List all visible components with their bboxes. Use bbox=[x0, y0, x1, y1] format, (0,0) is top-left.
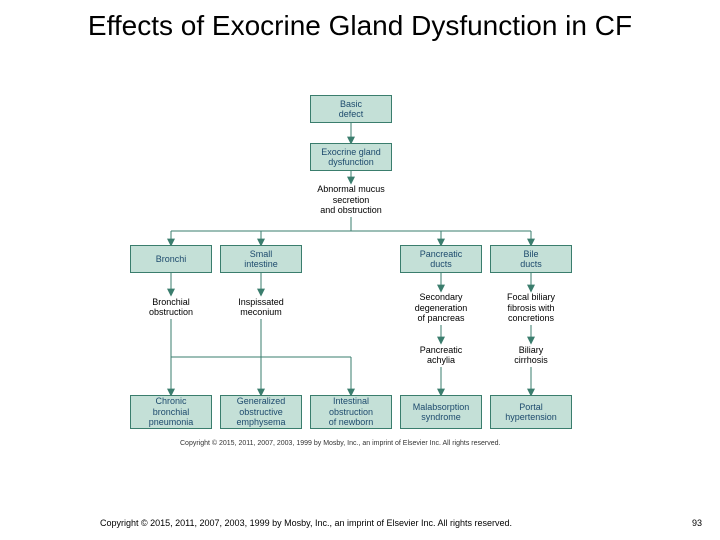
page-number: 93 bbox=[692, 518, 702, 528]
flow-diagram: Basic defect Exocrine gland dysfunction Ab… bbox=[120, 95, 600, 485]
node-exo: Exocrine gland dysfunction bbox=[310, 143, 392, 171]
node-goe: Generalized obstructive emphysema bbox=[220, 395, 302, 429]
copyright-footer: Copyright © 2015, 2011, 2007, 2003, 1999… bbox=[100, 518, 512, 528]
node-brobs: Bronchial obstruction bbox=[130, 295, 212, 319]
node-malab: Malabsorption syndrome bbox=[400, 395, 482, 429]
node-ion: Intestinal obstruction of newborn bbox=[310, 395, 392, 429]
diagram-inner-copyright: Copyright © 2015, 2011, 2007, 2003, 1999… bbox=[180, 440, 500, 447]
node-cbp: Chronic bronchial pneumonia bbox=[130, 395, 212, 429]
node-portal: Portal hypertension bbox=[490, 395, 572, 429]
node-fbfib: Focal biliary fibrosis with concretions bbox=[490, 291, 572, 325]
node-achylia: Pancreatic achylia bbox=[400, 343, 482, 367]
slide-title: Effects of Exocrine Gland Dysfunction in… bbox=[0, 10, 720, 42]
node-bile: Bile ducts bbox=[490, 245, 572, 273]
node-abn: Abnormal mucus secretion and obstruction bbox=[310, 183, 392, 217]
node-insp: Inspissated meconium bbox=[220, 295, 302, 319]
node-bilcirr: Biliary cirrhosis bbox=[490, 343, 572, 367]
node-smint: Small intestine bbox=[220, 245, 302, 273]
node-bronchi: Bronchi bbox=[130, 245, 212, 273]
node-panc: Pancreatic ducts bbox=[400, 245, 482, 273]
node-basic: Basic defect bbox=[310, 95, 392, 123]
node-degen: Secondary degeneration of pancreas bbox=[400, 291, 482, 325]
diagram-nodes: Basic defect Exocrine gland dysfunction Ab… bbox=[120, 95, 600, 485]
